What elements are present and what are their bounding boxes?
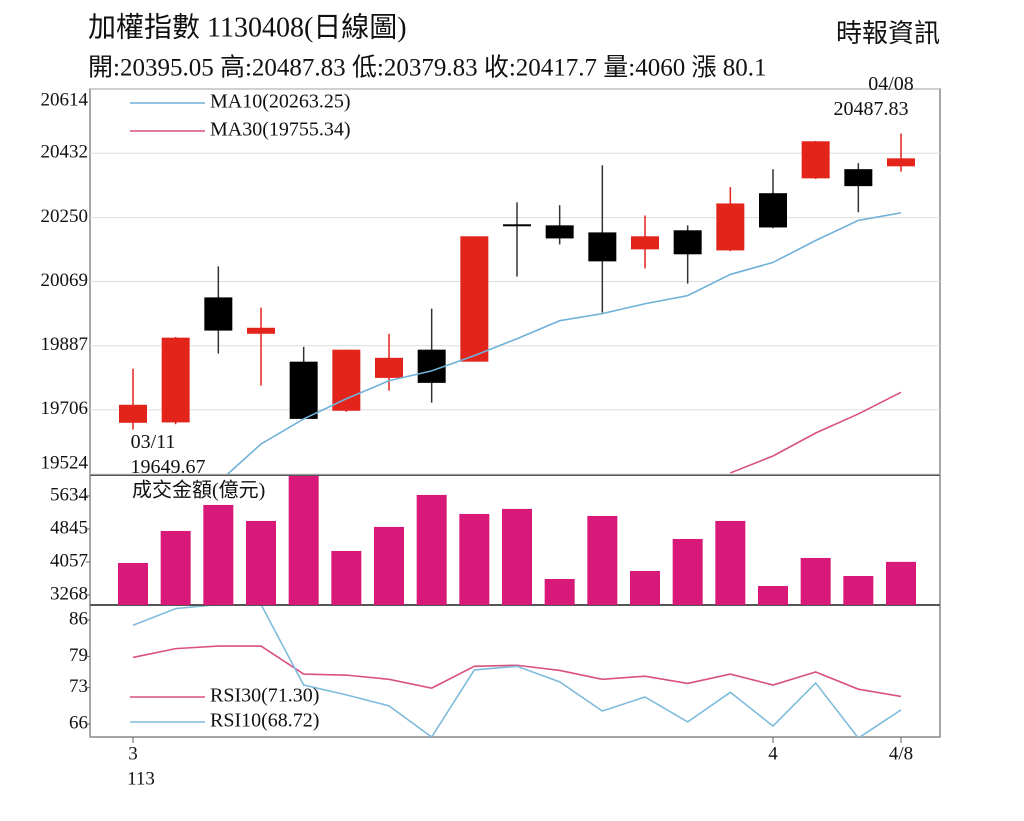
y-tick-label: 3268 [50,583,88,604]
volume-bar [843,576,874,605]
x-tick-label: 4 [768,743,778,764]
y-tick-label: 4057 [50,550,88,571]
legend-label: RSI30(71.30) [210,685,319,707]
volume-bar [630,570,660,605]
volume-bar [800,557,831,605]
candle-body [375,357,403,378]
candle-body [289,361,318,419]
volume-bar [715,520,746,605]
year-label: 113 [127,768,155,789]
volume-bar [331,550,362,605]
quote: 開:20395.05 高:20487.83 低:20379.83 收:20417… [88,54,766,82]
date-label: 03/11 [131,431,176,453]
candle-body [801,141,830,179]
plot-area [119,133,915,474]
panel-label: 成交金額(億元) [132,479,265,502]
volume-bar [587,515,618,605]
candle-body [161,337,190,423]
volume-bar [544,578,575,605]
candle-body [332,349,361,411]
volume-bar [416,494,447,605]
candle-body [417,349,446,383]
y-tick-label: 79 [69,645,88,666]
volume-bar [672,538,703,605]
candle-body [887,158,915,167]
volume-bar [203,504,234,605]
y-tick-label: 20250 [41,206,89,227]
candle-body [119,404,147,423]
legend-label: MA10(20263.25) [210,91,351,113]
y-tick-label: 4845 [50,517,88,538]
candle-body [673,230,702,255]
volume-bar [502,508,532,605]
frame [89,88,941,738]
candle-body [503,224,531,227]
volume-bar [459,513,490,605]
legend-label: RSI10(68.72) [210,710,319,732]
candle-body [247,327,275,334]
value-label: 19649.67 [131,456,206,478]
plot-area [132,606,902,737]
candle-body [545,225,574,239]
candle-body [631,236,659,250]
ma-line [730,391,902,474]
candle-body [844,169,873,187]
value-label: 20487.83 [834,98,909,120]
volume-bar [246,520,276,605]
y-tick-label: 19887 [41,334,89,355]
ma-line [226,212,902,474]
y-tick-label: 19524 [41,452,89,473]
y-tick-label: 66 [69,712,88,733]
volume-bar [160,530,191,605]
y-tick-label: 20069 [41,270,89,291]
y-tick-label: 86 [69,608,88,629]
rsi-line [132,645,902,698]
volume-bar [374,526,404,605]
y-tick-label: 73 [69,676,88,697]
source: 時報資訊 [836,19,940,48]
rsi-line [132,606,902,737]
volume-bar [886,561,916,605]
candle-body [759,193,787,228]
date-label: 04/08 [868,73,914,95]
volume-bar [758,586,788,605]
plot-area [118,476,916,605]
y-tick-label: 20614 [41,89,89,110]
candle-body [204,297,233,331]
volume-bar [118,562,148,605]
volume-bar [288,476,319,605]
candle-body [716,203,745,251]
chart-title: 加權指數 1130408(日線圖) [88,11,407,43]
x-tick-label: 3 [128,743,138,764]
y-tick-label: 19706 [41,398,89,419]
legend-label: MA30(19755.34) [210,119,351,141]
candle-body [588,232,617,262]
y-tick-label: 5634 [50,484,89,505]
y-tick-label: 20432 [41,142,89,163]
candle-body [460,236,489,362]
x-tick-label: 4/8 [889,743,913,764]
